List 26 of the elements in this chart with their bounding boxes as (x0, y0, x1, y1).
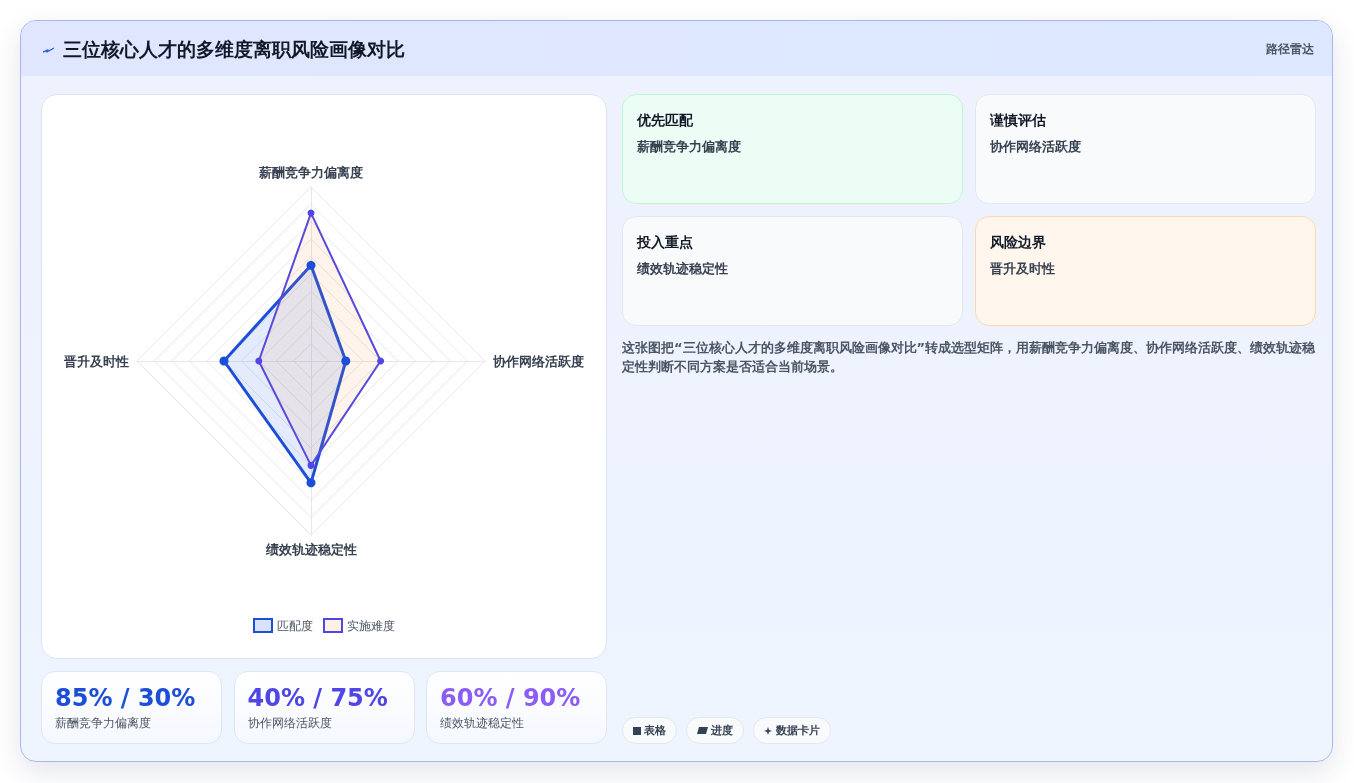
spoke-label: 薪酬竞争力偏离度 (258, 165, 363, 180)
text: 路径雷达 (1266, 41, 1314, 58)
legend-label: 匹配度 (277, 618, 313, 633)
text: 进度 (711, 723, 733, 738)
text: 谨慎评估 (990, 111, 1047, 130)
text: 优先匹配 (637, 111, 694, 130)
text: 数据卡片 (776, 723, 820, 738)
text: 40% / 75% (247, 684, 389, 712)
text: 协作网络活跃度 (247, 715, 333, 731)
text: 这张图把“三位核心人才的多维度离职风险画像对比”转成选型矩阵，用薪酬竞争力偏离度、协作网络活跃度、绩效轨迹稳定性判断不同方案是否适合当前场景。 (622, 339, 1316, 376)
text: 绩效轨迹稳定性 (440, 715, 525, 731)
spoke-label: 绩效轨迹稳定性 (264, 542, 357, 557)
text: 投入重点 (637, 233, 694, 252)
text: 薪酬竞争力偏离度 (637, 138, 742, 156)
chart-title: 三位核心人才的多维度离职风险画像对比 (63, 37, 405, 62)
spoke-label: 晋升及时性 (63, 353, 129, 369)
spoke-label: 协作网络活跃度 (492, 353, 584, 369)
text: 协作网络活跃度 (990, 138, 1082, 156)
text: 85% / 30% (55, 684, 197, 712)
text: 风险边界 (990, 233, 1047, 252)
text: 绩效轨迹稳定性 (637, 260, 729, 278)
text: 表格 (644, 723, 666, 738)
text: 薪酬竞争力偏离度 (55, 715, 152, 731)
legend-label: 实施难度 (347, 618, 395, 633)
text: 60% / 90% (440, 684, 582, 712)
text: 晋升及时性 (990, 260, 1056, 278)
